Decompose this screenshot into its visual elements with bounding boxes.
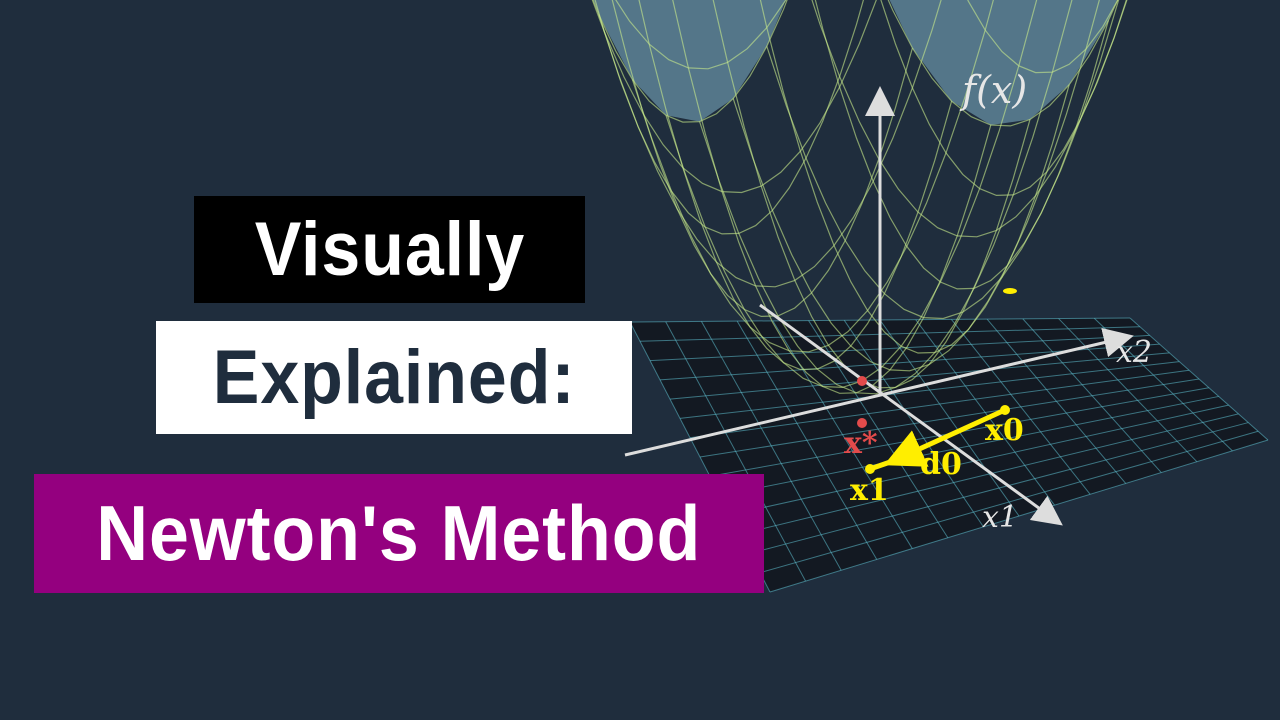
x1-axis [759, 303, 1063, 526]
optimum-point [857, 418, 867, 428]
start-point-label: x0 [985, 413, 1024, 448]
title-line-explained: Explained: [156, 321, 632, 434]
ground-plane [630, 318, 1268, 592]
next-point [865, 464, 875, 474]
optimum-label: x* [844, 426, 878, 461]
plane-grid-line [986, 318, 1127, 484]
plane-grid-line [729, 404, 1229, 516]
plane-grid-line [739, 413, 1239, 535]
step-label: d0 [920, 447, 962, 482]
quadratic-surface [591, 0, 1128, 395]
start-point [1000, 405, 1010, 415]
x1-axis-label: x1 [982, 500, 1018, 535]
surface-grid-line [699, 0, 1073, 395]
plane-grid-line [749, 422, 1249, 554]
surface-grid-line [811, 0, 1128, 238]
plane-grid-line [759, 430, 1259, 574]
ground-plane-grid [629, 317, 1269, 593]
next-point-label: x1 [850, 473, 889, 508]
plane-grid-line [1022, 318, 1162, 473]
plane-grid-line [1058, 318, 1198, 463]
surface-grid-line [887, 0, 1119, 127]
plane-grid-line [719, 395, 1219, 497]
surface-fill [593, 0, 1118, 125]
x2-axis [624, 327, 1134, 457]
surface-grid-line [766, 0, 1120, 320]
title-line-explained-text: Explained: [212, 335, 576, 420]
surface-grid-line [732, 0, 1100, 372]
vertical-axis-label: f(x) [959, 68, 1027, 112]
title-line-visually-text: Visually [254, 207, 525, 292]
plane-grid-line [769, 439, 1269, 593]
x2-axis-label: x2 [1116, 335, 1152, 370]
surface-start-point [1003, 288, 1017, 294]
newton-step-arrow [883, 407, 1007, 467]
surface-grid-line [967, 0, 1119, 74]
surface-minimum-point [857, 376, 867, 386]
title-line-newtons-method-text: Newton's Method [96, 489, 702, 577]
plane-grid-line [699, 378, 1200, 458]
axes [624, 86, 1134, 526]
plane-grid-line [951, 319, 1091, 495]
plane-grid-line [1129, 317, 1269, 441]
title-line-newtons-method: Newton's Method [34, 474, 764, 593]
title-line-visually: Visually [194, 196, 585, 303]
